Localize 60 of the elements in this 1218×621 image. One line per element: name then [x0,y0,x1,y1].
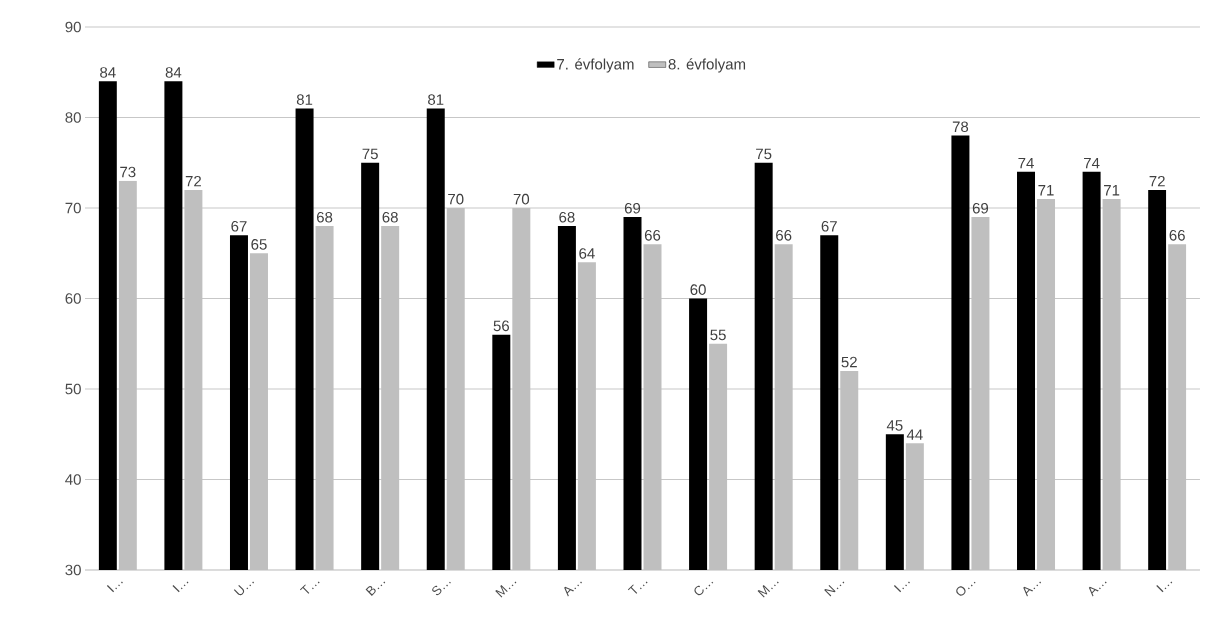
data-label: 67 [821,220,837,232]
x-tick-label: A… [1088,581,1107,597]
x-tick-label: A… [564,581,582,597]
data-label: 64 [579,248,595,259]
y-tick-label: 40 [65,474,81,485]
data-label: 69 [972,202,989,214]
x-tick-label: N… [824,581,845,597]
y-tick-label: 60 [65,293,81,304]
data-label: 71 [1104,185,1120,196]
data-label: 60 [690,284,706,295]
data-label: 44 [906,429,923,440]
data-label: 68 [316,211,333,223]
data-label: 72 [185,175,201,187]
data-label: 45 [886,420,903,431]
data-label: 74 [1084,157,1100,169]
y-tick-label: 70 [65,202,81,214]
y-tick-label: 90 [65,21,81,33]
data-label: 66 [644,230,661,241]
x-tick-label: T… [299,581,320,594]
data-label: 81 [428,94,444,105]
y-tick-label: 80 [65,112,81,123]
data-label: 66 [1169,230,1185,241]
x-tick-label: S… [432,581,451,596]
data-label: 56 [493,320,510,332]
legend-label: 8. évfolyam [668,58,746,73]
data-label: 81 [296,94,313,105]
x-tick-label: B… [365,581,386,596]
x-tick-label: A… [1023,581,1042,597]
y-tick-label: 30 [65,564,81,576]
data-label: 75 [756,148,772,160]
data-label: 68 [382,211,398,223]
data-label: 65 [251,239,267,250]
data-label: 71 [1038,185,1054,196]
data-label: 52 [841,356,857,368]
data-label: 66 [776,230,792,241]
data-label: 70 [513,193,530,205]
data-label: 74 [1018,157,1034,169]
x-tick-label: M… [495,581,517,598]
x-tick-label: I… [1156,581,1173,593]
x-tick-label: U… [233,581,255,596]
x-tick-label: I… [893,581,910,593]
data-label: 70 [448,193,464,205]
x-tick-label: I… [106,581,123,593]
data-label: 78 [952,121,969,133]
x-tick-label: O… [956,581,976,596]
data-label: 67 [231,220,247,232]
y-tick-label: 50 [65,383,81,395]
data-label: 68 [559,211,575,223]
x-tick-label: T… [627,581,648,594]
x-tick-label: C… [694,581,714,596]
data-label: 69 [624,202,641,214]
data-label: 73 [120,166,136,178]
legend-label: 7. évfolyam [557,58,634,73]
data-label: 84 [165,67,182,78]
x-tick-label: M… [757,581,779,598]
data-label: 84 [100,67,116,78]
data-label: 75 [362,148,378,160]
data-label: 72 [1149,175,1165,187]
x-tick-label: I… [172,581,189,593]
data-label: 55 [710,329,726,341]
